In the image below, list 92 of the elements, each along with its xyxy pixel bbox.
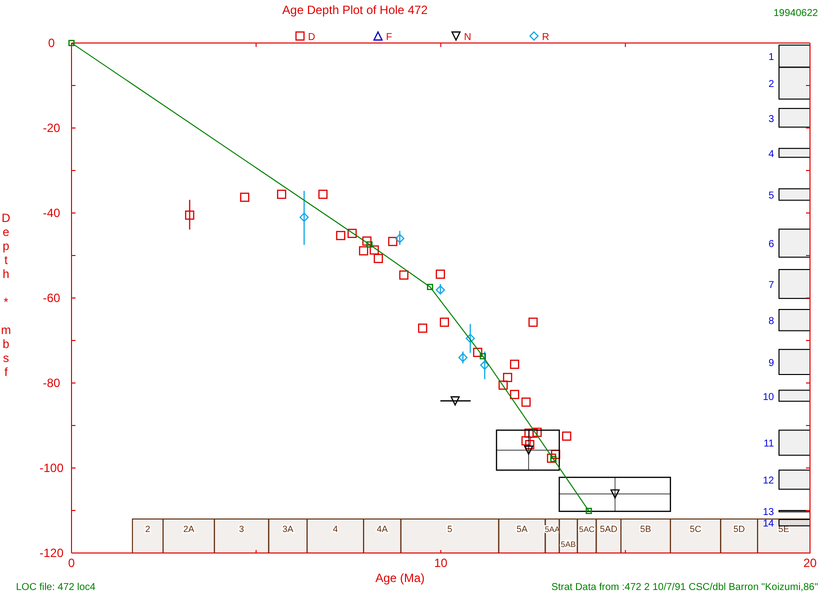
band-label: 2 xyxy=(145,524,150,534)
band-label: 5B xyxy=(640,524,652,534)
point xyxy=(458,352,468,362)
point xyxy=(546,454,556,463)
point xyxy=(466,334,475,343)
point xyxy=(185,210,194,220)
point xyxy=(473,348,482,357)
point xyxy=(502,372,512,382)
point xyxy=(480,360,490,370)
point xyxy=(480,353,486,360)
chart-title: Age Depth Plot of Hole 472 xyxy=(282,3,428,17)
band-label: 5E xyxy=(778,524,790,534)
band-label: 5D xyxy=(733,524,746,534)
band-label: 7 xyxy=(768,280,774,291)
point xyxy=(524,446,534,455)
legend-label: R xyxy=(542,32,550,43)
band-label: 5AD xyxy=(600,524,618,534)
point xyxy=(550,456,556,462)
band-label: 4 xyxy=(332,524,338,534)
legend-label: F xyxy=(386,32,392,43)
band-label: 1 xyxy=(768,52,774,64)
band-label: 12 xyxy=(762,476,774,487)
point xyxy=(388,236,398,246)
x-tick-label: 10 xyxy=(434,556,448,570)
band-label: 14 xyxy=(762,518,774,530)
point xyxy=(68,40,75,46)
point xyxy=(336,230,346,240)
text: Depth * mbsf xyxy=(1,211,11,379)
point xyxy=(510,390,520,400)
band-label: 3 xyxy=(239,524,244,534)
point xyxy=(498,380,508,390)
point xyxy=(418,324,428,333)
point xyxy=(562,432,572,441)
point xyxy=(374,254,383,264)
point xyxy=(525,440,534,450)
y-tick-label: -80 xyxy=(42,376,60,390)
y-tick-label: -120 xyxy=(39,546,64,560)
band-label: 9 xyxy=(768,358,774,369)
point xyxy=(277,190,286,199)
point xyxy=(399,270,408,280)
point xyxy=(521,436,531,446)
point xyxy=(395,234,404,244)
band-label: 13 xyxy=(762,507,774,518)
band-label: 10 xyxy=(762,392,774,403)
point xyxy=(436,270,445,279)
point xyxy=(362,236,372,246)
band-label: 5A xyxy=(516,524,528,534)
legend-label: D xyxy=(308,32,316,43)
band-label: 2 xyxy=(768,79,774,90)
point xyxy=(528,428,538,438)
point xyxy=(586,508,592,514)
text: 19940622 xyxy=(774,8,818,19)
band-label: 5C xyxy=(690,524,702,534)
band-label: 11 xyxy=(764,438,774,450)
y-tick-label: 0 xyxy=(48,36,56,50)
band-label: 4 xyxy=(768,148,774,160)
point xyxy=(366,241,373,248)
text: LOC file: 472 loc4 xyxy=(16,582,96,593)
point xyxy=(358,246,368,256)
point xyxy=(300,212,309,222)
band-label: 3A xyxy=(282,524,294,534)
point xyxy=(370,245,379,255)
point xyxy=(426,284,434,290)
x-axis-title: Age (Ma) xyxy=(375,571,425,585)
band-label: 3 xyxy=(768,114,774,125)
x-tick-label: 20 xyxy=(803,556,817,570)
point xyxy=(450,396,460,406)
y-tick-label: -40 xyxy=(42,206,60,220)
point xyxy=(521,398,531,407)
y-tick-label: -20 xyxy=(42,121,60,135)
band-label: 5 xyxy=(447,524,452,534)
point xyxy=(436,285,445,295)
text: Strat Data from :472 2 10/7/91 CSC/dbl Barron "Koizumi,86" xyxy=(551,582,818,593)
x-tick-label: 0 xyxy=(68,556,76,570)
y-tick-label: -60 xyxy=(42,291,60,305)
band-label: 4A xyxy=(376,524,388,534)
band-label: 2A xyxy=(183,524,194,534)
point xyxy=(528,318,538,327)
point xyxy=(440,318,450,327)
point xyxy=(610,489,620,499)
band-label: 6 xyxy=(768,239,774,250)
point xyxy=(510,360,520,369)
legend-label: N xyxy=(464,32,472,43)
band-label: 5AC xyxy=(579,525,595,534)
y-tick-label: -100 xyxy=(39,461,64,475)
point xyxy=(532,428,542,437)
band-label: 5AB xyxy=(560,540,576,549)
band-label: 5 xyxy=(768,190,774,202)
point xyxy=(348,228,357,238)
point xyxy=(318,190,328,199)
band-label: 8 xyxy=(768,316,774,328)
point xyxy=(240,192,250,202)
